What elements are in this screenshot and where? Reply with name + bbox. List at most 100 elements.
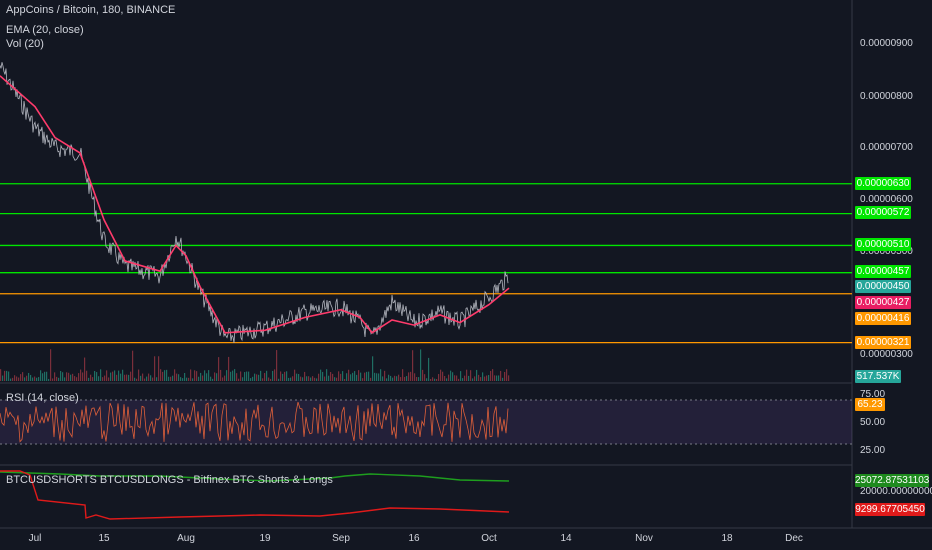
volume-bar bbox=[116, 374, 118, 381]
volume-bar bbox=[452, 372, 454, 381]
volume-bar bbox=[78, 373, 80, 381]
volume-bar bbox=[276, 350, 278, 381]
volume-bar bbox=[360, 372, 362, 381]
volume-bar bbox=[144, 378, 146, 381]
volume-bar bbox=[468, 375, 470, 381]
volume-bar bbox=[194, 370, 196, 381]
volume-bar bbox=[242, 377, 244, 381]
volume-bar bbox=[140, 375, 142, 381]
volume-bar bbox=[18, 377, 20, 381]
volume-bar bbox=[462, 378, 464, 381]
volume-bar bbox=[190, 369, 192, 381]
level-tag-510: 0.00000510 bbox=[855, 238, 911, 251]
volume-bar bbox=[280, 371, 282, 381]
x-tick-label: Oct bbox=[481, 533, 497, 544]
volume-bar bbox=[64, 377, 66, 381]
volume-bar bbox=[330, 372, 332, 381]
volume-bar bbox=[296, 373, 298, 381]
volume-bar bbox=[244, 372, 246, 381]
longs-value-tag: 9299.67705450 bbox=[855, 503, 925, 516]
volume-bar bbox=[472, 378, 474, 381]
rsi-tick-label: 25.00 bbox=[860, 445, 886, 456]
volume-bar bbox=[230, 371, 232, 381]
volume-bar bbox=[42, 373, 44, 381]
volume-bar bbox=[266, 370, 268, 381]
volume-bar bbox=[306, 376, 308, 381]
volume-bar bbox=[370, 377, 372, 381]
volume-bar bbox=[460, 371, 462, 381]
volume-bar bbox=[428, 357, 430, 381]
volume-bar bbox=[222, 377, 224, 381]
volume-bar bbox=[500, 370, 502, 381]
volume-bar bbox=[396, 376, 398, 381]
volume-bar bbox=[118, 370, 120, 381]
volume-bar bbox=[324, 376, 326, 381]
rsi-tick-label: 50.00 bbox=[860, 417, 886, 428]
volume-bar bbox=[2, 375, 4, 381]
volume-bar bbox=[432, 377, 434, 381]
volume-bar bbox=[46, 371, 48, 381]
volume-bar bbox=[238, 378, 240, 381]
volume-bar bbox=[114, 370, 116, 381]
volume-bar bbox=[318, 373, 320, 381]
volume-bar bbox=[88, 377, 90, 381]
volume-bar bbox=[126, 374, 128, 381]
volume-bar bbox=[264, 373, 266, 381]
x-tick-label: Jul bbox=[28, 533, 42, 544]
volume-bar bbox=[168, 376, 170, 381]
price-tick-label: 0.00000500 bbox=[860, 246, 913, 257]
volume-bar bbox=[8, 371, 10, 381]
volume-bar bbox=[434, 378, 436, 381]
volume-bar bbox=[308, 376, 310, 381]
volume-bar bbox=[488, 375, 490, 381]
volume-bar bbox=[160, 369, 162, 381]
volume-bar bbox=[496, 375, 498, 381]
volume-bar bbox=[444, 375, 446, 381]
volume-bar bbox=[152, 377, 154, 381]
volume-bar bbox=[278, 378, 280, 381]
volume-bar bbox=[302, 377, 304, 381]
volume-bar bbox=[326, 369, 328, 381]
level-tag-416: 0.00000416 bbox=[855, 312, 911, 325]
volume-bar bbox=[412, 350, 414, 381]
volume-bar bbox=[214, 372, 216, 381]
volume-bar bbox=[402, 369, 404, 381]
volume-bar bbox=[504, 371, 506, 381]
volume-bar bbox=[14, 375, 16, 381]
x-tick-label: 15 bbox=[98, 533, 110, 544]
volume-bar bbox=[60, 370, 62, 381]
volume-bar bbox=[0, 369, 2, 381]
volume-bar bbox=[158, 356, 160, 381]
volume-bar bbox=[404, 376, 406, 381]
volume-bar bbox=[28, 372, 30, 381]
volume-bar bbox=[154, 356, 156, 381]
volume-bar bbox=[98, 376, 100, 381]
volume-bar bbox=[162, 371, 164, 381]
volume-bar bbox=[82, 372, 84, 381]
volume-bar bbox=[292, 376, 294, 381]
price-tick-label: 0.00000700 bbox=[860, 142, 913, 153]
volume-bar bbox=[256, 374, 258, 381]
volume-bar bbox=[456, 375, 458, 381]
volume-bar bbox=[380, 369, 382, 381]
volume-bar bbox=[92, 377, 94, 381]
volume-bar bbox=[188, 377, 190, 381]
volume-bar bbox=[384, 370, 386, 381]
volume-bar bbox=[226, 370, 228, 381]
volume-bar bbox=[228, 356, 230, 381]
volume-bar bbox=[36, 377, 38, 381]
volume-bar bbox=[494, 375, 496, 381]
volume-bar bbox=[388, 374, 390, 381]
x-tick-label: Aug bbox=[177, 533, 195, 544]
volume-bar bbox=[156, 377, 158, 381]
volume-bar bbox=[310, 377, 312, 381]
volume-bar bbox=[386, 378, 388, 381]
volume-bar bbox=[424, 374, 426, 381]
volume-bar bbox=[408, 372, 410, 381]
volume-bar bbox=[80, 369, 82, 381]
volume-bar bbox=[260, 370, 262, 381]
volume-bar bbox=[338, 371, 340, 381]
volume-bar bbox=[438, 374, 440, 381]
volume-bar bbox=[204, 370, 206, 381]
